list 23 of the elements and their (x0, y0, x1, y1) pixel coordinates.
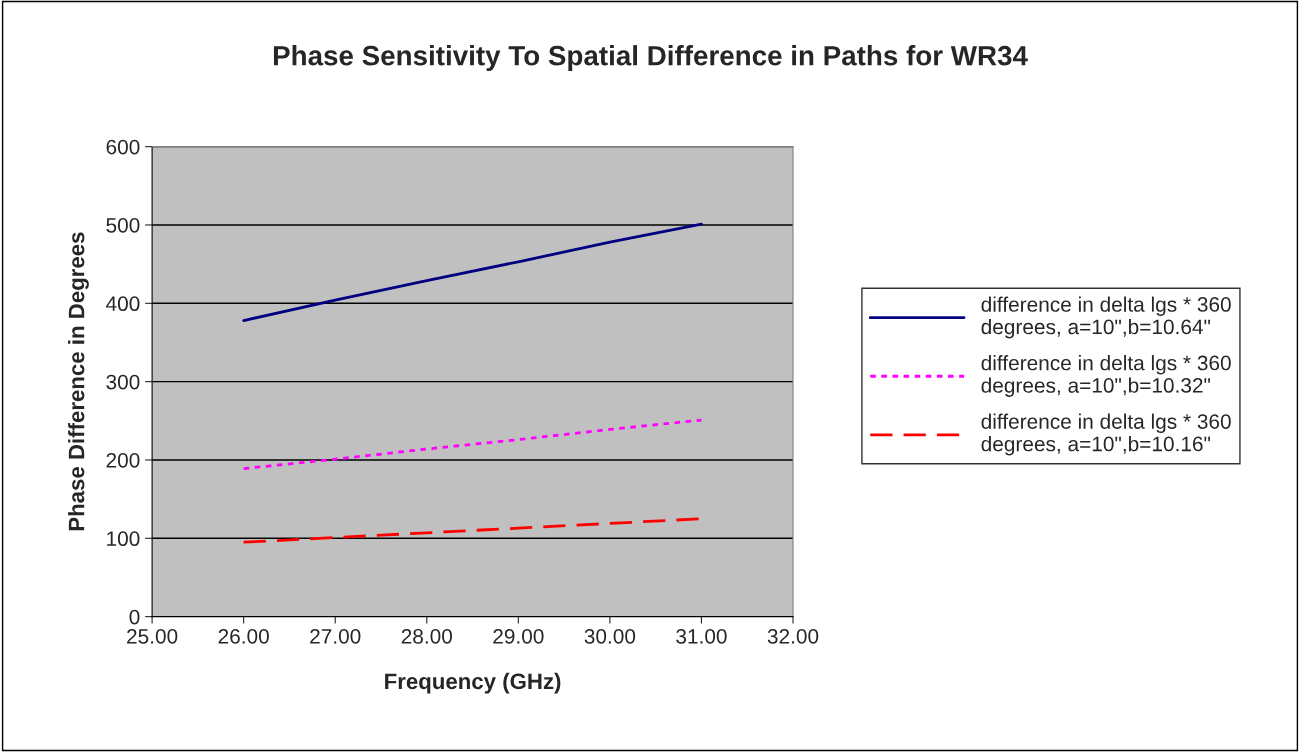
y-axis-title: Phase Difference in Degrees (68, 232, 89, 531)
x-tick-label: 31.00 (676, 629, 727, 644)
x-tick-label: 29.00 (493, 629, 544, 644)
legend-label: difference in delta lgs * 360 degrees, a=10",b=10.64" (981, 296, 1231, 339)
chart-title: Phase Sensitivity To Spatial Difference in Paths for WR34 (273, 45, 1028, 72)
x-tick-label: 28.00 (401, 629, 453, 644)
y-tick-label: 500 (106, 217, 140, 233)
y-tick-label: 0 (129, 609, 140, 625)
line-series (242, 222, 703, 322)
legend-label: difference in delta lgs * 360 degrees, a=10",b=10.32" (981, 355, 1231, 397)
x-tick-label: 26.00 (218, 629, 269, 644)
y-tick-label: 400 (106, 296, 140, 312)
legend-label: difference in delta lgs * 360 degrees, a=10",b=10.16" (981, 413, 1231, 456)
x-tick-label: 32.00 (767, 629, 819, 644)
y-tick-label: 200 (106, 452, 140, 468)
x-tick-label: 25.00 (127, 629, 178, 644)
x-tick-label: 27.00 (310, 629, 361, 644)
x-axis-title: Frequency (GHz) (385, 672, 561, 694)
x-tick-label: 30.00 (584, 629, 636, 644)
y-tick-label: 100 (107, 531, 140, 547)
y-tick-label: 300 (106, 374, 140, 390)
y-tick-label: 600 (106, 139, 140, 155)
line-series (242, 418, 703, 470)
